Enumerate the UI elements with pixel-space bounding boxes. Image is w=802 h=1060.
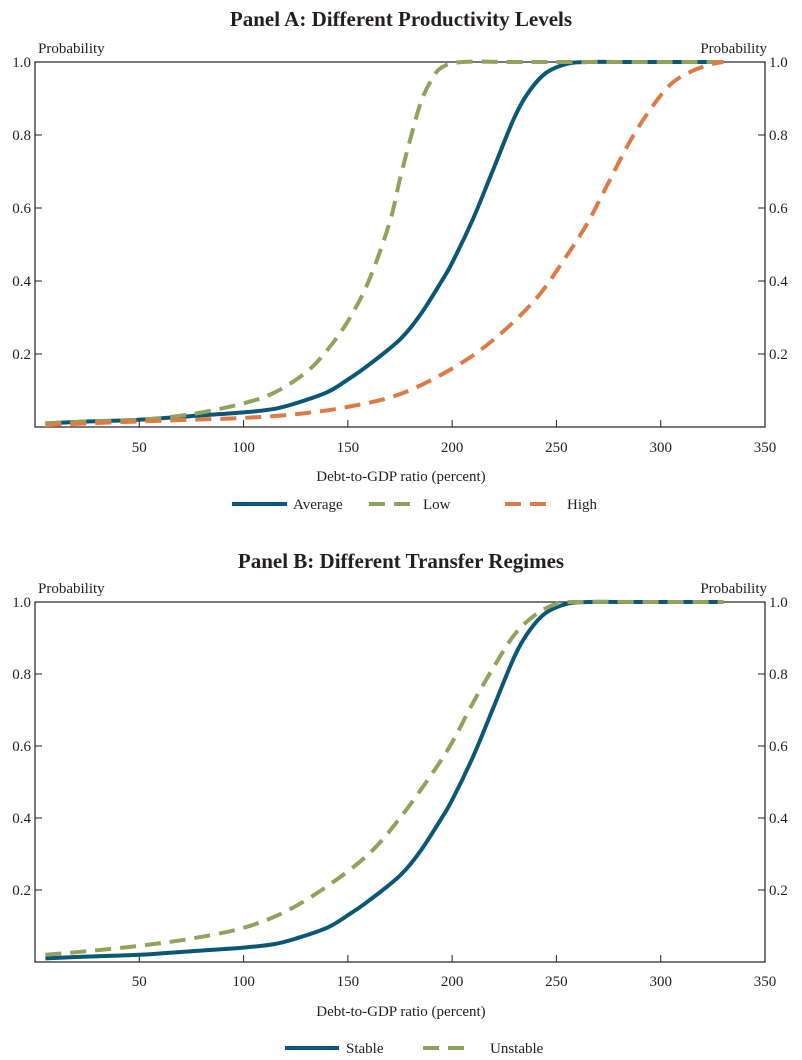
y-tick-label-right: 0.2 bbox=[769, 347, 788, 363]
plot-frame bbox=[34, 601, 766, 963]
panel-a: Panel A: Different Productivity Levels Pr… bbox=[12, 7, 788, 513]
y-tick-label-left: 0.4 bbox=[12, 274, 31, 290]
x-tick-label: 50 bbox=[132, 974, 147, 990]
series-line-stable bbox=[45, 599, 724, 961]
legend: Average Low High bbox=[232, 497, 598, 513]
panel-b: Panel B: Different Transfer Regimes Proba… bbox=[12, 549, 788, 1057]
y-tick-label-left: 0.8 bbox=[12, 128, 31, 144]
y-axis-label-left: Probability bbox=[38, 581, 105, 597]
y-tick-label-right: 0.6 bbox=[769, 201, 788, 217]
y-tick-label-left: 0.8 bbox=[12, 667, 31, 683]
legend: Stable Unstable bbox=[285, 1041, 544, 1057]
x-tick-label: 250 bbox=[545, 440, 568, 456]
x-tick-label: 150 bbox=[337, 440, 360, 456]
y-tick-label-right: 0.4 bbox=[769, 274, 788, 290]
y-tick-label-left: 0.2 bbox=[12, 347, 31, 363]
x-tick-label: 100 bbox=[232, 974, 255, 990]
y-tick-label-left: 0.6 bbox=[12, 201, 31, 217]
legend-label-average: Average bbox=[293, 497, 343, 513]
legend-label-unstable: Unstable bbox=[490, 1041, 544, 1057]
series-line-average bbox=[45, 59, 724, 426]
legend-label-stable: Stable bbox=[346, 1041, 384, 1057]
series-line-low bbox=[45, 59, 724, 426]
y-axis-label-right: Probability bbox=[700, 581, 767, 597]
panel-title: Panel A: Different Productivity Levels bbox=[230, 7, 572, 31]
y-tick-label-right: 1.0 bbox=[769, 55, 788, 71]
series-line-unstable bbox=[45, 599, 724, 957]
y-tick-label-right: 0.8 bbox=[769, 128, 788, 144]
x-tick-label: 150 bbox=[337, 974, 360, 990]
y-tick-label-left: 1.0 bbox=[12, 55, 31, 71]
x-tick-label: 250 bbox=[545, 974, 568, 990]
plot-frame bbox=[34, 61, 766, 428]
legend-label-high: High bbox=[567, 497, 598, 513]
y-tick-label-right: 0.4 bbox=[769, 811, 788, 827]
y-tick-label-right: 1.0 bbox=[769, 595, 788, 611]
y-tick-label-right: 0.8 bbox=[769, 667, 788, 683]
x-tick-label: 50 bbox=[132, 440, 147, 456]
x-tick-label: 300 bbox=[649, 974, 672, 990]
x-axis-label: Debt-to-GDP ratio (percent) bbox=[316, 469, 485, 485]
x-tick-label: 350 bbox=[754, 440, 777, 456]
x-tick-label: 200 bbox=[441, 974, 464, 990]
x-axis-label: Debt-to-GDP ratio (percent) bbox=[316, 1004, 485, 1020]
x-tick-label: 350 bbox=[754, 974, 777, 990]
panel-title: Panel B: Different Transfer Regimes bbox=[238, 549, 564, 573]
x-tick-label: 200 bbox=[441, 440, 464, 456]
y-tick-label-left: 1.0 bbox=[12, 595, 31, 611]
x-tick-label: 100 bbox=[232, 440, 255, 456]
y-tick-label-left: 0.6 bbox=[12, 739, 31, 755]
legend-label-low: Low bbox=[423, 497, 451, 513]
x-tick-label: 300 bbox=[649, 440, 672, 456]
y-axis-label-left: Probability bbox=[38, 41, 105, 57]
series-line-high bbox=[45, 60, 724, 427]
y-axis-label-right: Probability bbox=[700, 41, 767, 57]
y-tick-label-left: 0.2 bbox=[12, 883, 31, 899]
y-tick-label-right: 0.2 bbox=[769, 883, 788, 899]
y-tick-label-right: 0.6 bbox=[769, 739, 788, 755]
y-tick-label-left: 0.4 bbox=[12, 811, 31, 827]
